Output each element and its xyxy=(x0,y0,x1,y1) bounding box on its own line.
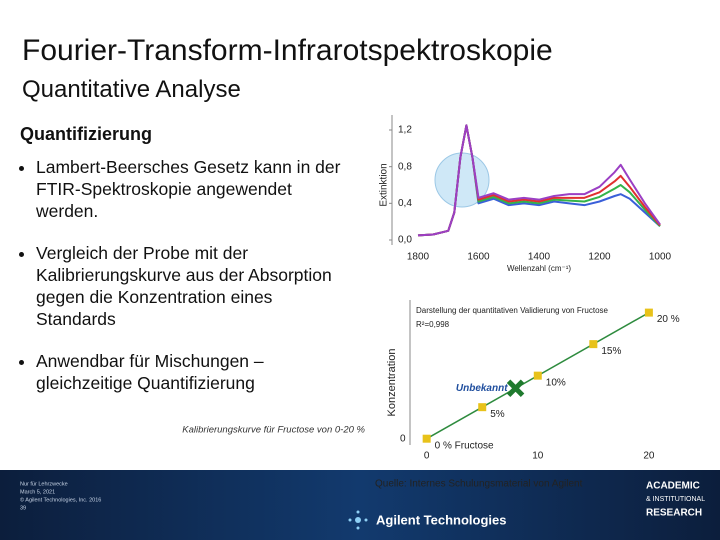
x-tick-label: 1400 xyxy=(528,252,551,263)
x-tick-label: 1000 xyxy=(649,252,672,263)
x-tick-label: 10 xyxy=(532,451,544,462)
bullet: Lambert-Beersches Gesetz kann in der FTI… xyxy=(36,156,356,222)
calibration-point xyxy=(422,434,431,443)
source: Quelle: Internes Schulungsmaterial von A… xyxy=(375,479,583,490)
x-tick-label: 20 xyxy=(643,451,655,462)
y-axis-label: Konzentration xyxy=(386,349,398,417)
point-label: 15% xyxy=(601,346,621,357)
footer-text: 39 xyxy=(20,505,26,511)
footer-text: March 5, 2021 xyxy=(20,489,55,495)
badge-text: RESEARCH xyxy=(646,508,702,519)
bullet: Vergleich der Probe mit der Kalibrierung… xyxy=(36,242,356,330)
bullet: Anwendbar für Mischungen – gleichzeitige… xyxy=(36,350,356,394)
logo-mark xyxy=(348,510,368,530)
slide-subtitle: Quantitative Analyse xyxy=(22,76,241,103)
point-label: 0 % Fructose xyxy=(435,440,494,451)
y-axis-label: Extinktion xyxy=(379,163,390,206)
point-label: 10% xyxy=(546,377,566,388)
unknown-point xyxy=(506,379,525,398)
x-tick-label: 0 xyxy=(424,451,430,462)
calibration-point xyxy=(589,340,598,349)
slide-title: Fourier-Transform-Infrarotspektroskopie xyxy=(22,34,553,67)
spectrum-line xyxy=(417,124,661,237)
y-tick-label: 1,2 xyxy=(398,125,412,136)
footer-text: © Agilent Technologies, Inc. 2016 xyxy=(20,496,101,503)
badge-text: ACADEMIC xyxy=(646,481,700,492)
y-tick-label: 0,0 xyxy=(398,235,412,246)
calibration-point xyxy=(533,371,542,380)
x-axis-label: Wellenzahl (cm⁻¹) xyxy=(507,264,571,273)
y-tick-label: 0 xyxy=(400,433,406,444)
badge-text: & INSTITUTIONAL xyxy=(646,496,705,503)
x-tick-label: 1600 xyxy=(467,252,490,263)
annotation: R²=0,998 xyxy=(416,320,450,329)
caption: Kalibrierungskurve für Fructose von 0-20… xyxy=(182,425,365,436)
x-tick-label: 1800 xyxy=(407,252,430,263)
bullet-list: Lambert-Beersches Gesetz kann in der FTI… xyxy=(16,156,356,414)
unknown-label: Unbekannt xyxy=(456,383,508,394)
point-label: 5% xyxy=(490,409,505,420)
footer-text: Nur für Lehrzwecke xyxy=(20,481,68,487)
chart-title: Darstellung der quantitativen Validierun… xyxy=(416,306,609,315)
footer-bar xyxy=(0,470,720,540)
calibration-point xyxy=(478,403,487,412)
point-label: 20 % xyxy=(657,314,680,325)
logo-text: Agilent Technologies xyxy=(376,512,507,527)
section-heading: Quantifizierung xyxy=(20,124,152,144)
y-tick-label: 0,4 xyxy=(398,198,412,209)
x-tick-label: 1200 xyxy=(588,252,611,263)
calibration-point xyxy=(644,308,653,317)
y-tick-label: 0,8 xyxy=(398,161,412,172)
